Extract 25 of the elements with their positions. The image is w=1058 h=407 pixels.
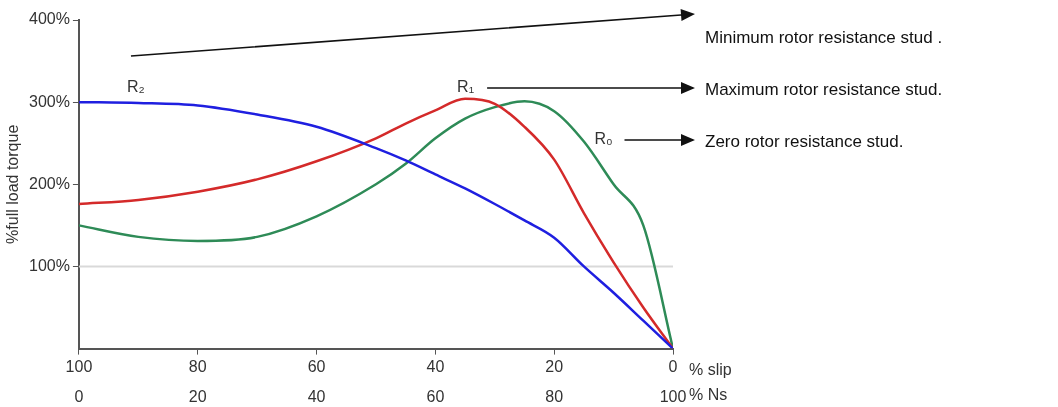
x2-tick-label: 0 — [74, 387, 84, 405]
x-tick-label: 0 — [668, 357, 678, 375]
series-label: R₂ — [126, 78, 145, 96]
x2-tick-label: 20 — [188, 387, 207, 405]
x2-tick-label: 60 — [426, 387, 445, 405]
series-label: R₁ — [457, 78, 475, 96]
text: Minimum rotor resistance stud . — [705, 27, 943, 47]
y-axis-title: %full load torque — [4, 124, 22, 244]
x-tick-label: 40 — [426, 357, 445, 375]
x2-tick-label: 80 — [545, 387, 564, 405]
text: Zero rotor resistance stud. — [705, 131, 904, 151]
text: Maximum rotor resistance stud. — [705, 79, 943, 99]
x2-tick-label: 40 — [307, 387, 326, 405]
x-tick-label: 60 — [307, 357, 326, 375]
y-tick-label: 300% — [29, 92, 70, 110]
y-tick-label: 200% — [29, 174, 70, 192]
x2-axis-title: % Ns — [689, 386, 728, 404]
x-tick-label: 100 — [65, 357, 93, 375]
x-axis-title: % slip — [689, 361, 732, 379]
x2-tick-label: 100 — [659, 387, 687, 405]
series-label: R₀ — [594, 130, 613, 148]
y-tick-label: 400% — [29, 10, 70, 28]
x-tick-label: 20 — [545, 357, 564, 375]
x-tick-label: 80 — [188, 357, 207, 375]
y-tick-label: 100% — [29, 256, 70, 274]
